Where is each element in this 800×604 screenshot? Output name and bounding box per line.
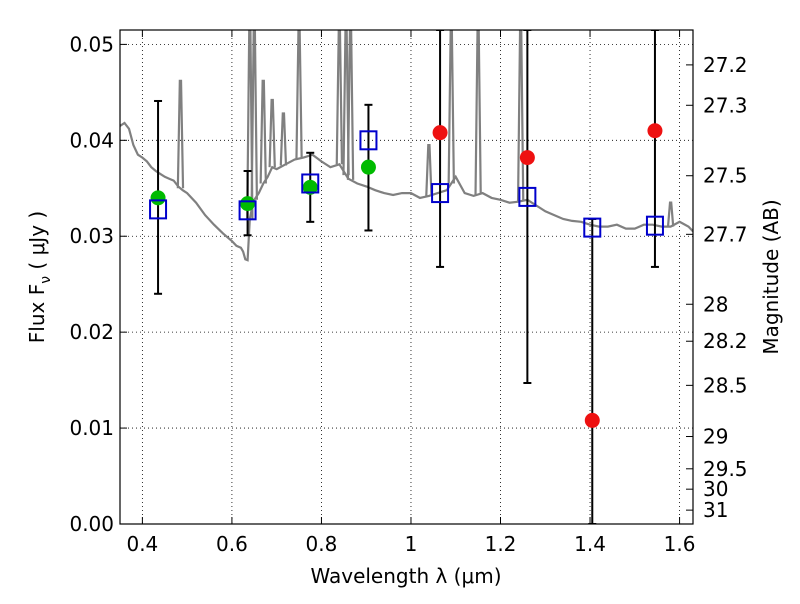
- observed-flux-point: [519, 150, 535, 166]
- observed-flux-point: [647, 123, 663, 139]
- spectrum-emission-line: [279, 112, 288, 166]
- x-tick-label: 0.4: [126, 532, 158, 556]
- observed-flux-point: [302, 179, 318, 195]
- model-photometry-square: [149, 199, 168, 220]
- data-points: [149, 123, 664, 428]
- spectrum-emission-line: [666, 201, 675, 227]
- spectrum-emission-line: [335, 30, 344, 165]
- plot-frame: [119, 29, 694, 525]
- model-photometry-square: [518, 186, 537, 207]
- x-axis-label: Wavelength λ (μm): [310, 564, 501, 588]
- y2-tick-label: 29: [703, 425, 728, 449]
- y-axis-label: Flux Fν ( μJy ): [25, 211, 54, 343]
- y2-tick-label: 31: [703, 498, 728, 522]
- observed-flux-point: [240, 196, 256, 212]
- y-axis-label-unit: ( μJy ): [25, 211, 49, 276]
- model-photometry-square: [583, 217, 602, 238]
- spectrum-emission-line: [346, 30, 355, 180]
- y2-tick-label: 27.5: [703, 164, 748, 188]
- y-axis-label-sub: ν: [38, 276, 54, 284]
- x-tick-label: 1: [405, 532, 418, 556]
- spectrum-emission-line: [295, 30, 303, 159]
- spectrum-emission-line: [250, 30, 258, 200]
- y-tick-label: 0.04: [69, 128, 114, 152]
- y2-axis-label: Magnitude (AB): [759, 199, 783, 354]
- y2-tick-label: 27.7: [703, 222, 748, 246]
- x-tick-label: 0.6: [216, 532, 248, 556]
- spectrum-line: [120, 121, 693, 262]
- model-spectrum: [120, 30, 693, 262]
- y-tick-label: 0.00: [69, 512, 114, 536]
- x-tick-label: 0.8: [306, 532, 338, 556]
- observed-flux-point: [432, 125, 448, 141]
- model-photometry-square: [645, 215, 664, 236]
- spectrum-emission-line: [447, 30, 455, 184]
- model-photometry-square: [431, 183, 450, 204]
- spectrum-emission-line: [268, 98, 276, 168]
- y2-tick-label: 28: [703, 292, 728, 316]
- observed-flux-point: [584, 412, 600, 428]
- y2-tick-label: 28.5: [703, 373, 748, 397]
- spectrum-emission-line: [246, 30, 254, 219]
- x-tick-label: 1.2: [485, 532, 517, 556]
- y2-tick-label: 27.3: [703, 93, 748, 117]
- model-photometry-square: [238, 200, 257, 221]
- spectrum-emission-line: [342, 30, 350, 176]
- y-tick-label: 0.01: [69, 416, 114, 440]
- spectrum-emission-line: [516, 30, 525, 202]
- observed-flux-point: [360, 159, 376, 175]
- y-axis-label-main: Flux F: [25, 284, 49, 343]
- spectrum-emission-line: [425, 144, 433, 196]
- tick-labels: 0.4 0.6 0.8 1 1.2 1.4 1.6 0.00 0.01 0.02 0.03 0.04 0…: [69, 32, 747, 556]
- model-photometry-square: [359, 130, 378, 151]
- observed-flux-point: [150, 190, 166, 206]
- x-tick-label: 1.6: [664, 532, 696, 556]
- spectrum-emission-line: [474, 30, 482, 195]
- grid-lines: [120, 30, 693, 524]
- axis-ticks: [120, 30, 693, 525]
- y-tick-label: 0.02: [69, 320, 114, 344]
- error-bars: [154, 30, 659, 524]
- spectrum-emission-line: [259, 79, 267, 184]
- y-tick-label: 0.05: [69, 32, 114, 56]
- y2-tick-label: 28.2: [703, 329, 748, 353]
- y2-tick-label: 29.5: [703, 457, 748, 481]
- model-photometry-square: [301, 173, 320, 194]
- y2-tick-label: 30: [703, 477, 728, 501]
- x-tick-label: 1.4: [574, 532, 606, 556]
- y2-tick-label: 27.2: [703, 53, 748, 77]
- y-tick-label: 0.03: [69, 224, 114, 248]
- spectrum-emission-line: [176, 79, 185, 189]
